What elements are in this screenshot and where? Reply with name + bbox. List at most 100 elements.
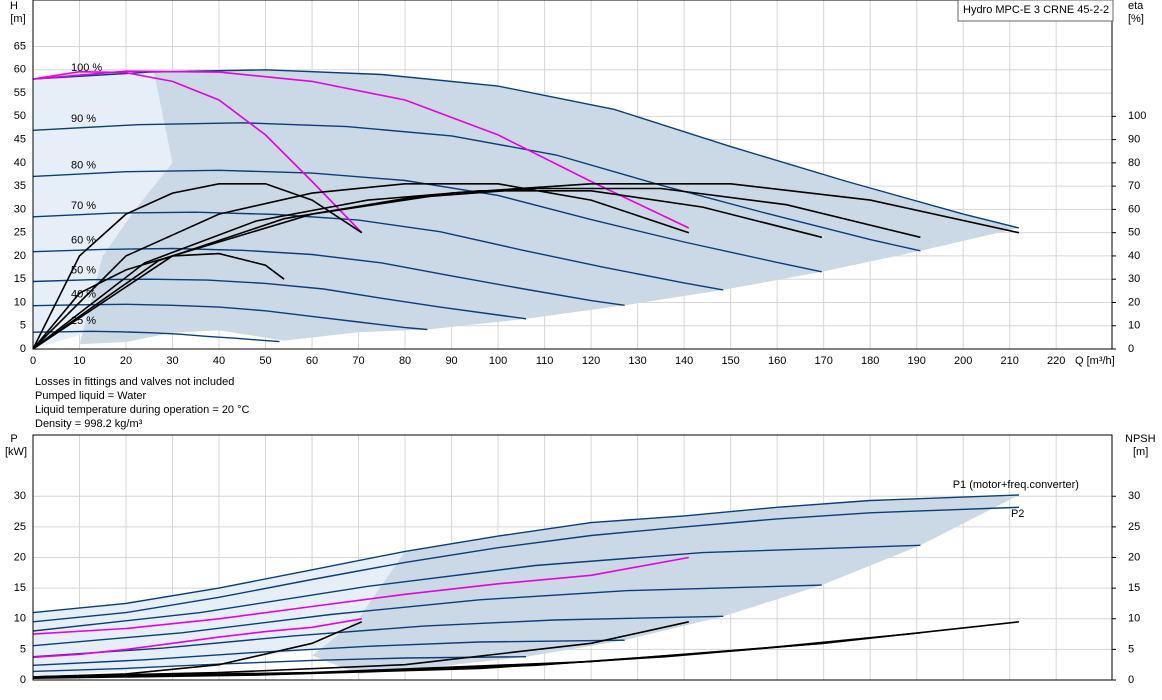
curve: [32, 70, 690, 229]
y-tick-label: 60: [14, 64, 26, 76]
curve-label: 70 %: [71, 200, 96, 212]
x-tick-label: 70: [352, 355, 364, 367]
y-tick-label: 5: [20, 320, 26, 332]
y2-tick-label: 0: [1128, 674, 1134, 686]
y-tick-label: 0: [20, 343, 26, 355]
curve: [32, 639, 625, 666]
curve-label: 40 %: [71, 289, 96, 301]
x-tick-label: 140: [675, 355, 693, 367]
y-tick-label: 20: [14, 551, 26, 563]
curve-label: 80 %: [71, 159, 96, 171]
curve-label: P2: [1011, 508, 1024, 520]
y-axis-label: H: [10, 0, 18, 12]
x-tick-label: 60: [306, 355, 318, 367]
curve: [32, 70, 363, 234]
x-tick-label: 190: [907, 355, 925, 367]
curve-label: 60 %: [71, 235, 96, 247]
y-tick-label: 55: [14, 87, 26, 99]
y2-tick-label: 0: [1128, 343, 1134, 355]
x-tick-label: 0: [30, 355, 36, 367]
y2-axis-unit: [m]: [1133, 446, 1148, 458]
y2-axis-label: NPSH: [1125, 433, 1156, 445]
y2-tick-label: 10: [1128, 613, 1140, 625]
y-tick-label: 65: [14, 40, 26, 52]
plot-frame: [32, 0, 1113, 350]
y2-tick-label: 90: [1128, 134, 1140, 146]
x-tick-label: 200: [954, 355, 972, 367]
x-tick-label: 150: [721, 355, 739, 367]
x-tick-label: 80: [399, 355, 411, 367]
series: [32, 69, 1020, 350]
x-tick-label: 220: [1047, 355, 1065, 367]
y-axis-label: P: [10, 433, 17, 445]
curve: [32, 122, 921, 252]
curve-label: 50 %: [71, 264, 96, 276]
y-tick-label: 30: [14, 203, 26, 215]
y-tick-label: 15: [14, 582, 26, 594]
plot: 0 10 20 30 40 50 60 70 80 90 100 110 120 130 140 150 160…: [14, 0, 1146, 367]
chart-title: Hydro MPC-E 3 CRNE 45-2-2: [963, 4, 1109, 16]
x-tick-label: 40: [213, 355, 225, 367]
x-axis-label: Q [m³/h]: [1075, 355, 1115, 367]
efficiency-curve: [32, 621, 689, 678]
x-tick-label: 180: [861, 355, 879, 367]
y2-tick-label: 15: [1128, 582, 1140, 594]
operating-area: [312, 495, 1020, 674]
y2-tick-label: 100: [1128, 110, 1146, 122]
x-tick-label: 90: [445, 355, 457, 367]
curve: [32, 615, 724, 658]
curve: [32, 303, 428, 331]
curve: [32, 278, 527, 320]
curve: [32, 494, 1020, 614]
plots: 0 10 20 30 40 50 60 70 80 90 100 110 120 130 140 150 160…: [14, 0, 1146, 686]
y-tick-label: 20: [14, 250, 26, 262]
x-tick-label: 50: [259, 355, 271, 367]
note: Pumped liquid = Water: [35, 390, 147, 402]
curve: [32, 169, 822, 273]
y2-tick-label: 80: [1128, 157, 1140, 169]
x-tick-label: 30: [166, 355, 178, 367]
operating-area: [79, 69, 1019, 345]
y2-tick-label: 60: [1128, 203, 1140, 215]
title-box: [957, 0, 1114, 22]
operating-area: [33, 551, 406, 677]
y-tick-label: 10: [14, 296, 26, 308]
y2-axis-label: eta: [1128, 0, 1144, 12]
x-tick-label: 210: [1001, 355, 1019, 367]
x-tick-label: 160: [768, 355, 786, 367]
y2-tick-label: 30: [1128, 273, 1140, 285]
y-tick-label: 45: [14, 134, 26, 146]
curve: [32, 618, 362, 659]
efficiency-curve: [32, 642, 822, 679]
y-tick-label: 25: [14, 227, 26, 239]
note: Losses in fittings and valves not includ…: [35, 376, 234, 388]
x-tick-label: 10: [73, 355, 85, 367]
efficiency-curve: [32, 190, 822, 350]
y2-tick-label: 20: [1128, 551, 1140, 563]
curve-label: 100 %: [71, 62, 102, 74]
curve: [32, 556, 689, 635]
efficiency-curve: [32, 252, 285, 350]
y-axis-unit: [kW]: [5, 446, 27, 458]
y2-tick-label: 30: [1128, 490, 1140, 502]
y-tick-label: 25: [14, 521, 26, 533]
y2-tick-label: 50: [1128, 227, 1140, 239]
curve-label: P1 (motor+freq.converter): [953, 479, 1079, 491]
curve: [32, 211, 724, 291]
y-tick-label: 5: [20, 643, 26, 655]
y2-tick-label: 10: [1128, 320, 1140, 332]
plot: 0 5 10 15 20 25 30 0 5 10 15 20 25 30 P1 (motor+freq.c…: [14, 434, 1140, 686]
x-tick-label: 130: [628, 355, 646, 367]
y-tick-label: 40: [14, 157, 26, 169]
curve: [32, 584, 822, 647]
y2-tick-label: 25: [1128, 521, 1140, 533]
y2-tick-label: 20: [1128, 296, 1140, 308]
y2-tick-label: 5: [1128, 643, 1134, 655]
series: [32, 494, 1020, 679]
x-tick-label: 100: [489, 355, 507, 367]
note: Density = 998.2 kg/m³: [35, 418, 143, 430]
curve-label: 90 %: [71, 113, 96, 125]
y-tick-label: 10: [14, 613, 26, 625]
curve: [32, 247, 625, 306]
efficiency-curve: [32, 621, 363, 678]
